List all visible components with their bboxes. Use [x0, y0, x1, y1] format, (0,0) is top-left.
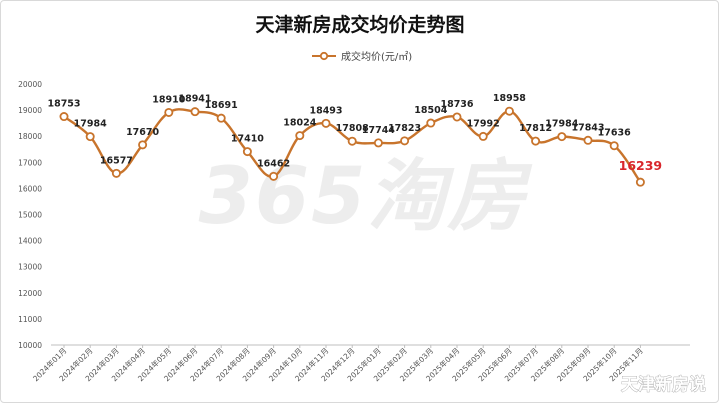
chart-title: 天津新房成交均价走势图 — [255, 13, 464, 36]
y-tick-label: 11000 — [18, 315, 42, 324]
data-label: 17636 — [598, 128, 631, 139]
data-label: 18504 — [414, 105, 447, 116]
y-tick-label: 17000 — [18, 158, 42, 167]
data-label: 17410 — [231, 134, 264, 145]
data-point — [557, 132, 567, 142]
data-label: 17984 — [74, 119, 107, 130]
data-point — [635, 177, 645, 187]
data-label: 17843 — [571, 122, 604, 133]
data-point — [59, 112, 69, 122]
watermark-main: 365淘房 — [199, 152, 534, 242]
data-label: 16462 — [257, 158, 290, 169]
data-label: 17984 — [545, 119, 578, 130]
data-point — [373, 138, 383, 148]
legend-marker-icon — [319, 51, 329, 61]
data-label: 17670 — [126, 127, 159, 138]
y-tick-label: 19000 — [18, 106, 42, 115]
data-label: 18024 — [283, 118, 316, 129]
data-point — [400, 136, 410, 146]
y-tick-label: 20000 — [18, 80, 42, 89]
data-point — [138, 140, 148, 150]
legend-label: 成交均价(元/㎡) — [341, 50, 412, 63]
data-point — [426, 118, 436, 128]
data-point — [269, 171, 279, 181]
data-point — [583, 135, 593, 145]
x-axis: 2024年01月2024年02月2024年03月2024年04月2024年05月… — [30, 345, 645, 383]
data-point — [531, 136, 541, 146]
data-point — [164, 107, 174, 117]
y-tick-label: 12000 — [18, 289, 42, 298]
data-point — [347, 136, 357, 146]
y-tick-label: 15000 — [18, 211, 42, 220]
data-label-highlight: 16239 — [619, 158, 663, 173]
data-point — [242, 147, 252, 157]
y-axis: 10000 11000 12000 13000 14000 15000 16000 17000… — [18, 80, 42, 350]
y-tick-label: 13000 — [18, 263, 42, 272]
data-point — [85, 132, 95, 142]
data-point — [216, 113, 226, 123]
data-label: 18736 — [440, 99, 473, 110]
data-label: 17812 — [519, 123, 552, 134]
data-point — [609, 141, 619, 151]
y-tick-label: 18000 — [18, 132, 42, 141]
data-label: 17808 — [336, 123, 369, 134]
data-label: 17744 — [362, 125, 395, 136]
data-label: 16577 — [100, 155, 133, 166]
data-point — [295, 131, 305, 141]
data-label: 18941 — [178, 94, 211, 105]
data-label: 18910 — [152, 94, 185, 105]
data-point — [111, 168, 121, 178]
data-point — [452, 112, 462, 122]
y-tick-label: 16000 — [18, 184, 42, 193]
data-point — [321, 118, 331, 128]
y-tick-label: 14000 — [18, 237, 42, 246]
data-label: 18493 — [309, 105, 342, 116]
y-tick-label: 10000 — [18, 341, 42, 350]
data-point — [478, 131, 488, 141]
legend: 成交均价(元/㎡) — [312, 50, 412, 63]
data-point — [504, 106, 514, 116]
watermark-corner: 天津新房说 — [621, 374, 706, 395]
data-label: 18958 — [493, 93, 526, 104]
data-point — [190, 107, 200, 117]
data-label: 17992 — [467, 118, 500, 129]
data-label: 17823 — [388, 123, 421, 134]
data-label: 18691 — [205, 100, 238, 111]
data-label: 18753 — [47, 99, 80, 110]
